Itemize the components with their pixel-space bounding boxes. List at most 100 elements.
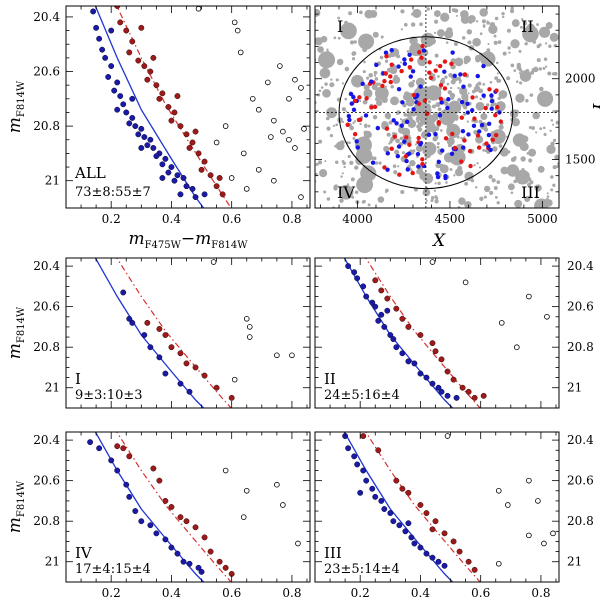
field-star xyxy=(329,133,334,138)
blue-point xyxy=(408,534,415,541)
cluster-star xyxy=(387,116,391,120)
field-star xyxy=(496,180,501,184)
field-star xyxy=(552,110,555,113)
x-axis-label: mF475W−mF814W xyxy=(377,603,497,608)
blue-star xyxy=(389,47,394,53)
field-star xyxy=(399,136,404,141)
blue-star xyxy=(360,81,365,87)
field-star xyxy=(516,80,519,83)
field-star xyxy=(341,160,345,163)
field-star xyxy=(502,51,507,56)
red-star xyxy=(419,55,424,60)
field-star xyxy=(542,126,546,130)
field-star xyxy=(522,25,539,43)
field-star xyxy=(550,175,554,179)
field-star xyxy=(392,76,401,84)
field-star xyxy=(513,156,517,160)
field-star xyxy=(543,57,548,61)
field-star xyxy=(510,191,514,195)
field-star xyxy=(400,189,405,195)
field-star xyxy=(379,55,384,60)
field-star xyxy=(537,90,554,107)
field-star xyxy=(490,103,495,107)
blue-star xyxy=(354,139,359,144)
field-star xyxy=(522,21,528,26)
field-star xyxy=(453,41,458,47)
cluster-star xyxy=(422,172,434,184)
blue-point xyxy=(345,263,352,270)
blue-star xyxy=(488,147,493,153)
blue-point xyxy=(402,528,409,535)
blue-star xyxy=(452,73,457,78)
blue-point xyxy=(444,392,451,399)
field-star xyxy=(524,42,528,46)
fiducial-blue-line xyxy=(94,6,205,208)
blue-point xyxy=(174,550,181,557)
red-point xyxy=(192,364,199,371)
cluster-star xyxy=(355,147,373,164)
field-star xyxy=(372,31,379,38)
field-star xyxy=(337,36,341,40)
red-point xyxy=(201,372,208,379)
cluster-star xyxy=(376,99,383,107)
fiducial-red-line xyxy=(365,432,481,582)
field-star xyxy=(315,8,321,17)
field-star xyxy=(335,123,339,127)
cluster-star xyxy=(475,57,481,63)
red-point xyxy=(129,38,136,45)
cluster-star xyxy=(386,132,391,137)
cluster-star xyxy=(446,137,455,146)
field-star xyxy=(325,116,330,121)
field-star xyxy=(547,71,552,76)
blue-point xyxy=(405,358,412,365)
field-star xyxy=(466,120,469,123)
red-point xyxy=(417,332,424,338)
blue-point xyxy=(150,144,157,151)
field-star xyxy=(467,40,472,45)
y-tick-label: 21 xyxy=(45,555,60,569)
field-star xyxy=(510,63,515,68)
field-star xyxy=(487,42,490,46)
field-star xyxy=(342,120,345,123)
field-star xyxy=(461,36,466,40)
open-point xyxy=(298,85,304,91)
red-point xyxy=(192,128,199,135)
y-tick-label: 20.6 xyxy=(567,300,594,314)
cluster-star xyxy=(388,142,391,145)
red-point xyxy=(213,183,220,190)
red-star xyxy=(369,105,374,110)
red-star xyxy=(392,134,398,139)
blue-star xyxy=(433,132,438,137)
blue-point xyxy=(120,289,127,296)
field-star xyxy=(354,190,359,195)
plot-area xyxy=(343,258,550,408)
red-point xyxy=(441,530,448,537)
panel-counts: 23±5:14±4 xyxy=(324,562,400,577)
blue-point xyxy=(405,520,412,527)
fiducial-red-line xyxy=(116,258,232,408)
field-star xyxy=(364,9,374,19)
field-star xyxy=(373,74,377,77)
blue-point xyxy=(195,564,202,571)
cluster-star xyxy=(432,112,436,116)
plot-area xyxy=(87,432,301,582)
field-star xyxy=(403,112,408,117)
field-star xyxy=(434,195,438,199)
y-tick-label: 2000 xyxy=(565,72,596,86)
field-star xyxy=(510,6,514,11)
label-part: m xyxy=(377,603,393,608)
blue-point xyxy=(171,177,178,184)
field-star xyxy=(530,70,535,75)
red-star xyxy=(408,57,414,62)
red-point xyxy=(192,524,199,531)
y-tick-label: 20.4 xyxy=(567,259,594,273)
field-star xyxy=(478,166,482,169)
blue-point xyxy=(429,554,436,561)
cluster-star xyxy=(444,75,448,79)
blue-point xyxy=(129,95,136,102)
field-star xyxy=(317,160,323,165)
cluster-star xyxy=(492,146,498,152)
plot-area xyxy=(342,432,556,582)
blue-star xyxy=(481,63,486,69)
